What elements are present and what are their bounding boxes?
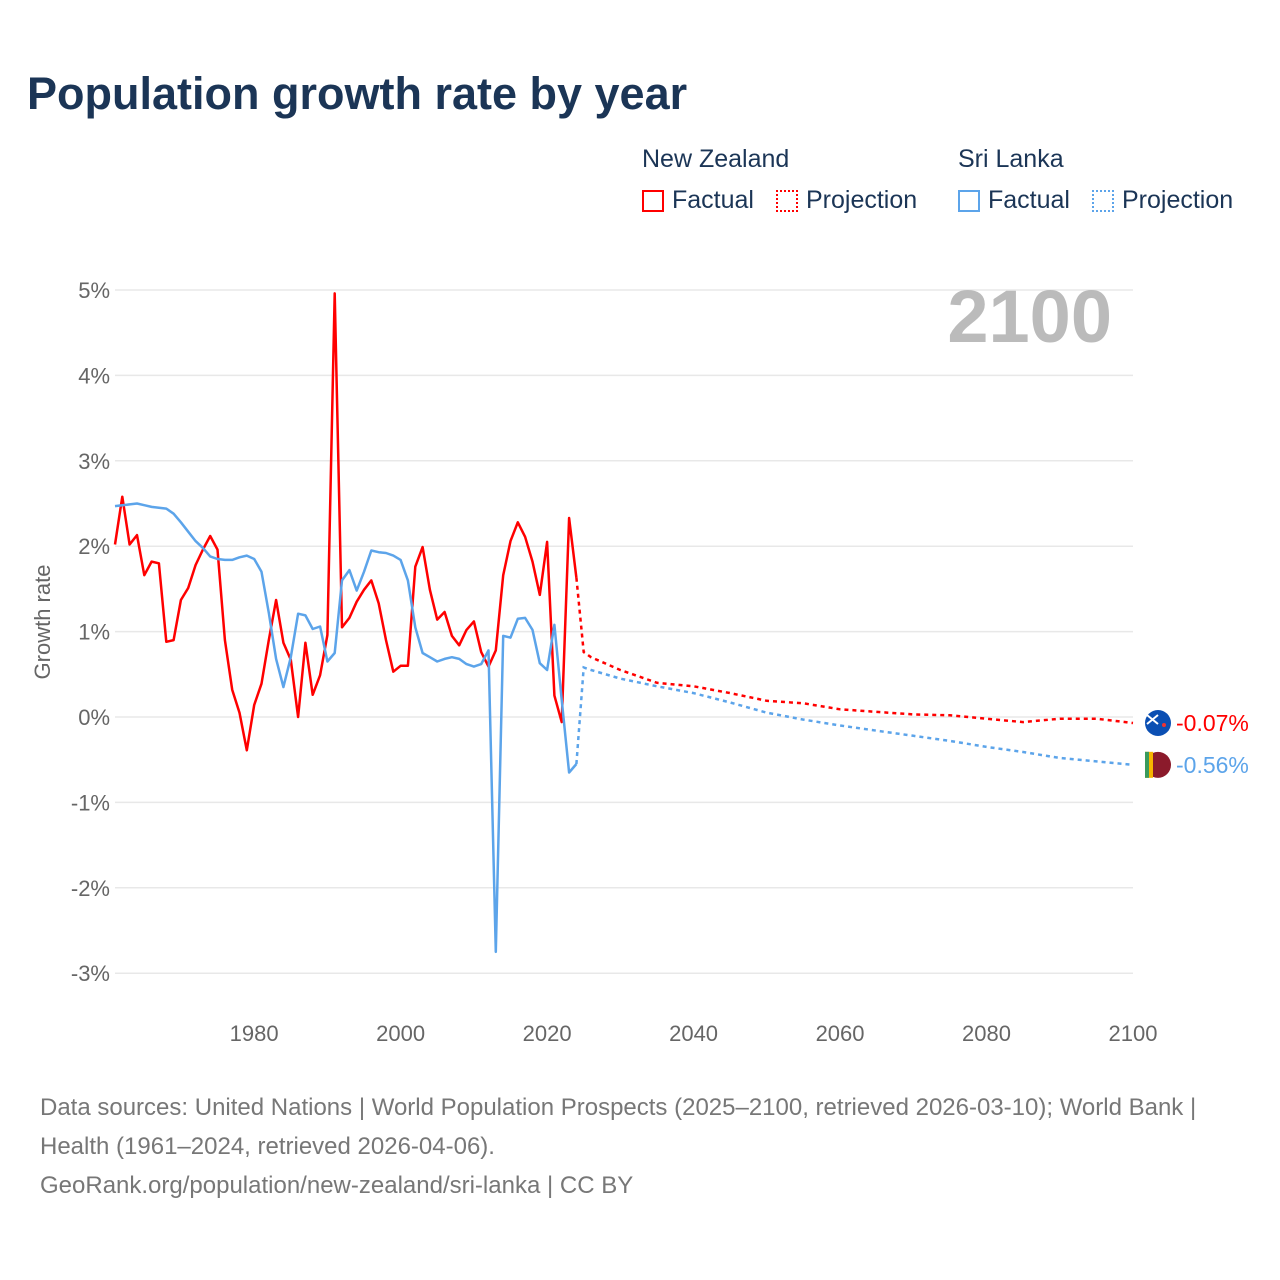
legend-nz-factual[interactable]: Factual [642,186,754,215]
legend-group-sri-lanka: Sri Lanka [958,145,1064,173]
flag-star [1162,722,1166,727]
end-label-new-zealand: -0.07% [1176,710,1249,736]
series-sri-lanka-factual [114,502,578,954]
legend-nz-projection[interactable]: Projection [776,186,917,215]
end-label-sri-lanka: -0.56% [1176,752,1249,778]
legend-swatch-dotted [1092,189,1114,212]
y-tick-label: 4% [78,363,110,388]
flag-stripe [1145,751,1149,778]
flag-cross [1146,714,1159,725]
line-chart: 5% 4% 3% 2% 1% 0% -1% -2% -3% 1980 2000 2020 2040 206… [30,275,1249,1046]
series-new-zealand-projection [575,577,1134,725]
credit-link[interactable]: GeoRank.org/population/new-zealand/sri-l… [40,1172,634,1199]
y-tick-label: -2% [71,876,110,901]
y-tick-label: -3% [71,961,110,986]
x-tick-label: 2080 [962,1021,1011,1046]
legend-group-new-zealand: New Zealand [642,145,790,173]
data-sources: Data sources: United Nations | World Pop… [40,1094,1197,1160]
y-axis-label: Growth rate [30,565,55,680]
chart-title: Population growth rate by year [27,68,688,119]
legend-label: Projection [806,186,918,214]
legend-label: Factual [988,186,1070,214]
legend-swatch-solid [642,189,664,212]
x-tick-label: 2000 [376,1021,425,1046]
legend-lk-projection[interactable]: Projection [1092,186,1233,215]
y-tick-label: 0% [78,705,110,730]
y-tick-label: -1% [71,790,110,815]
series-sri-lanka-projection [575,665,1134,767]
y-tick-label: 2% [78,534,110,559]
legend-lk-factual[interactable]: Factual [958,186,1070,215]
x-tick-label: 2020 [523,1021,572,1046]
series-new-zealand-factual [113,292,578,752]
footer: Data sources: United Nations | World Pop… [40,1088,1240,1205]
legend-swatch-solid [958,189,980,212]
legend-swatch-dotted [776,189,798,212]
x-tick-label: 1980 [230,1021,279,1046]
y-tick-label: 3% [78,449,110,474]
x-tick-label: 2060 [816,1021,865,1046]
x-tick-label: 2100 [1109,1021,1158,1046]
y-tick-label: 5% [78,278,110,303]
y-tick-label: 1% [78,620,110,645]
legend-label: Projection [1122,186,1234,214]
legend-label: Factual [672,186,754,214]
x-tick-label: 2040 [669,1021,718,1046]
year-label: 2100 [947,275,1112,358]
